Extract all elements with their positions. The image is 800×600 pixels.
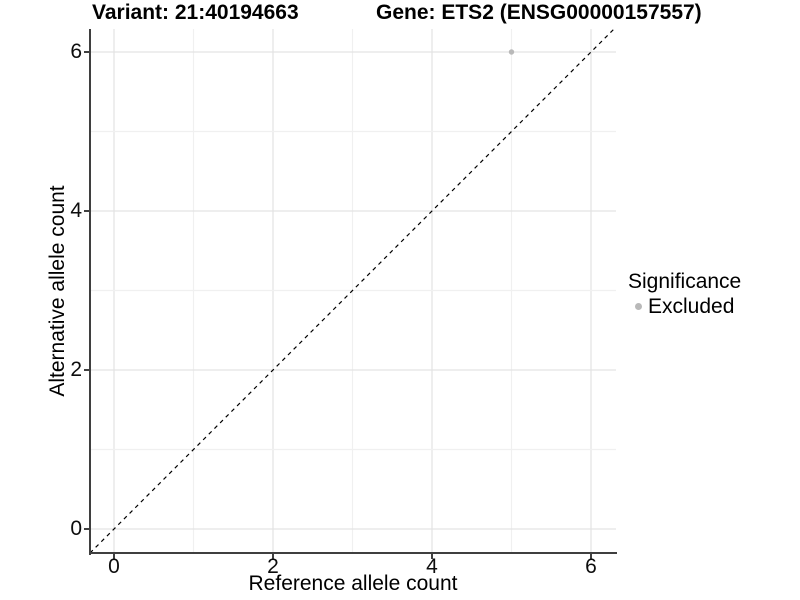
plot-title-gene: Gene: ETS2 (ENSG00000157557) (376, 1, 702, 24)
y-tick-label: 4 (70, 199, 82, 222)
x-axis-title: Reference allele count (248, 572, 458, 595)
x-tick-label: 0 (108, 555, 120, 578)
legend-item: Excluded (628, 294, 741, 319)
x-tick-mark (113, 554, 115, 559)
y-tick-mark (84, 528, 89, 530)
y-tick-mark (84, 369, 89, 371)
legend: Significance Excluded (628, 269, 741, 319)
x-tick-mark (272, 554, 274, 559)
legend-point-icon (634, 303, 642, 310)
y-tick-label: 0 (70, 517, 82, 540)
y-tick-label: 2 (70, 358, 82, 381)
plot-canvas (90, 29, 616, 553)
x-tick-label: 6 (585, 555, 597, 578)
legend-title: Significance (628, 270, 742, 293)
y-axis-title: Alternative allele count (46, 185, 69, 397)
plot-title-variant: Variant: 21:40194663 (92, 1, 299, 24)
plot-panel (90, 29, 616, 553)
x-tick-label: 4 (426, 555, 438, 578)
x-tick-mark (590, 554, 592, 559)
legend-item-label: Excluded (648, 294, 735, 318)
x-tick-mark (431, 554, 433, 559)
identity-reference-line (90, 29, 615, 553)
legend-items: Excluded (628, 294, 741, 319)
legend-key (628, 303, 648, 310)
y-tick-label: 6 (70, 40, 82, 63)
y-tick-mark (84, 51, 89, 53)
data-point[interactable] (508, 49, 515, 55)
x-axis-line (89, 552, 617, 554)
y-tick-mark (84, 210, 89, 212)
x-tick-label: 2 (267, 555, 279, 578)
y-axis-line (89, 29, 91, 555)
